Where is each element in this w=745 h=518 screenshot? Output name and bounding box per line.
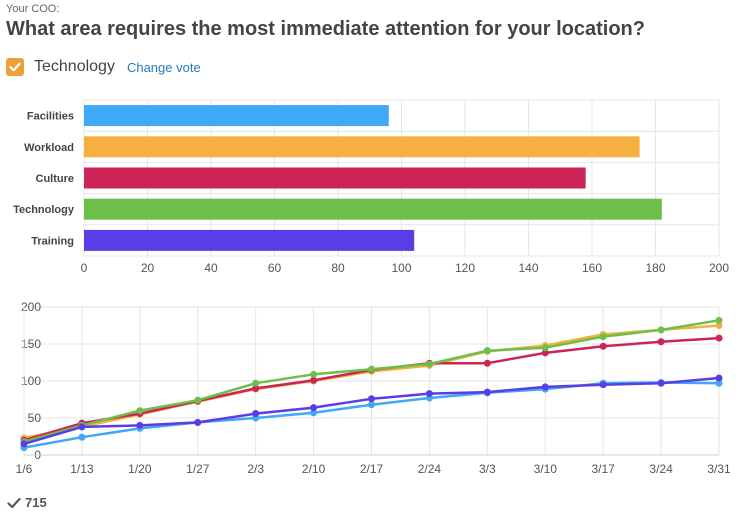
series-5-point [310,404,318,412]
series-4-point [541,344,549,352]
series-5-point [136,421,144,429]
bar-x-tick-label: 80 [331,261,345,275]
series-5-point [425,390,433,398]
line-y-tick-label: 50 [28,411,42,425]
series-1-point [78,433,86,441]
bar-category-label: Technology [13,204,75,216]
vote-row: Technology Change vote [6,56,201,78]
series-4-point [715,316,723,324]
series-5-point [483,388,491,396]
line-x-tick-label: 3/3 [479,462,496,476]
series-5-point [715,374,723,382]
series-5-point [657,379,665,387]
poll-question: What area requires the most immediate at… [6,18,645,40]
checkmark-icon [7,497,21,508]
line-y-tick-label: 200 [21,300,41,314]
series-3-point [657,338,665,346]
bar-x-tick-label: 40 [204,261,218,275]
series-5-point [252,410,260,418]
check-icon [9,62,21,72]
results-bar-chart: 0 20 40 60 80 100 120 140 160 180 200 Facilities Wor… [13,99,729,275]
series-5-point [599,381,607,389]
line-x-tick-label: 2/3 [247,462,264,476]
selected-choice: Technology [34,58,115,75]
series-4-point [310,370,318,378]
series-1-point [310,409,318,417]
series-4-point [252,379,260,387]
line-x-tick-label: 3/24 [649,462,673,476]
series-5-point [194,418,202,426]
line-x-tick-label: 1/13 [70,462,94,476]
series-3-point [252,384,260,392]
vote-count-footer: 715 [7,495,47,510]
line-y-tick-label: 150 [21,337,41,351]
line-x-tick-label: 3/17 [591,462,615,476]
bar-x-tick-label: 60 [268,261,282,275]
line-x-tick-label: 2/24 [418,462,442,476]
series-4-point [194,396,202,404]
series-5-point [541,383,549,391]
bar-x-tick-label: 200 [709,261,729,275]
line-x-tick-label: 2/17 [360,462,384,476]
vote-count: 715 [25,495,47,510]
series-4-point [136,407,144,415]
series-3-point [483,359,491,367]
series-5-point [20,440,28,448]
bar-category-label: Workload [24,142,74,154]
change-vote-link[interactable]: Change vote [126,59,201,75]
series-4-point [425,360,433,368]
bar-x-tick-label: 140 [518,261,538,275]
vote-checkbox[interactable] [6,58,24,76]
bar-category-label: Training [31,235,74,247]
kicker-label: Your COO: [6,3,60,15]
bar-x-tick-label: 180 [645,261,665,275]
series-2-point [715,322,723,329]
series-3-point [541,349,549,357]
series-3-point [715,334,723,342]
series-4-point [368,365,375,373]
bar-x-tick-label: 120 [455,261,475,275]
line-x-tick-label: 1/6 [16,462,33,476]
bar-culture [84,167,586,189]
series-3-point [310,376,318,384]
bar-training [84,229,415,251]
line-x-tick-label: 1/20 [128,462,152,476]
bar-technology [84,198,662,220]
line-x-tick-label: 3/10 [534,462,558,476]
series-4-point [657,326,665,334]
bar-facilities [84,105,389,127]
line-x-tick-label: 2/10 [302,462,326,476]
bar-x-tick-label: 0 [81,261,88,275]
bar-x-tick-label: 160 [582,261,602,275]
series-5-point [78,423,86,431]
bar-workload [84,136,640,158]
bar-x-tick-label: 100 [391,261,411,275]
series-1-point [368,401,375,409]
bar-x-tick-label: 20 [141,261,155,275]
series-3-point [599,342,607,350]
line-y-tick-label: 100 [21,374,41,388]
line-x-tick-label: 1/27 [186,462,210,476]
line-x-tick-label: 3/31 [707,462,731,476]
bar-category-label: Facilities [27,111,74,123]
bar-category-label: Culture [36,173,75,185]
series-4-point [599,333,607,341]
series-5-point [368,395,375,403]
series-1-point [715,379,723,387]
series-4-point [483,347,491,355]
